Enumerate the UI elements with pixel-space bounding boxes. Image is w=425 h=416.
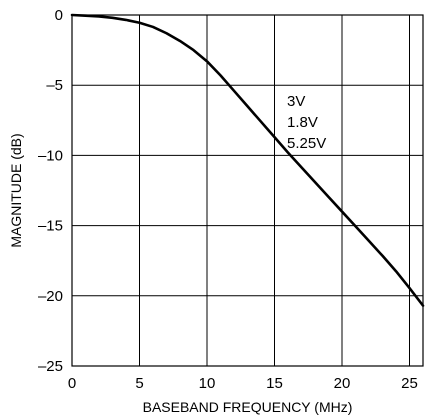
x-tick-label: 0 bbox=[68, 375, 76, 392]
x-tick-label: 25 bbox=[401, 375, 418, 392]
annotations: 3V 1.8V 5.25V bbox=[287, 93, 326, 152]
x-tick-label: 15 bbox=[266, 375, 283, 392]
x-axis-label: BASEBAND FREQUENCY (MHz) bbox=[143, 399, 353, 415]
series-annotation: 3V bbox=[287, 93, 305, 110]
y-tick-label: –5 bbox=[46, 77, 63, 94]
y-tick-label: –10 bbox=[38, 147, 63, 164]
grid bbox=[71, 14, 423, 367]
y-axis-label: MAGNITUDE (dB) bbox=[8, 133, 24, 247]
x-tick-labels: 0 5 10 15 20 25 bbox=[68, 375, 418, 392]
y-tick-label: –15 bbox=[38, 218, 63, 235]
y-tick-label: –25 bbox=[38, 358, 63, 375]
x-tick-label: 10 bbox=[199, 375, 216, 392]
series-line bbox=[70, 13, 425, 307]
plot-frame bbox=[71, 14, 424, 367]
y-tick-label: 0 bbox=[55, 7, 63, 24]
y-tick-label: –20 bbox=[38, 288, 63, 305]
y-tick-labels: 0 –5 –10 –15 –20 –25 bbox=[38, 7, 63, 375]
series-annotation: 5.25V bbox=[287, 135, 326, 152]
series-annotation: 1.8V bbox=[287, 114, 318, 131]
x-tick-label: 5 bbox=[135, 375, 143, 392]
x-tick-label: 20 bbox=[334, 375, 351, 392]
